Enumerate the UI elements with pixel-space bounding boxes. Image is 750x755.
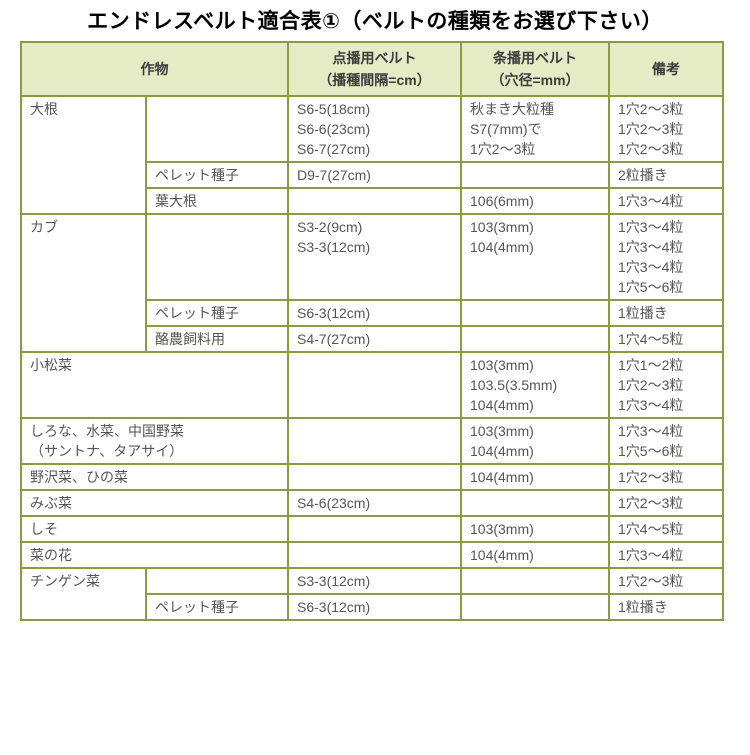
cell-remarks: 1穴4～5粒 [608, 325, 724, 353]
cell-spot-belt: S4-7(27cm) [287, 325, 462, 353]
cell-remarks: 1穴1～2粒 1穴2～3粒 1穴3～4粒 [608, 351, 724, 419]
table-row: 葉大根 106(6mm) 1穴3～4粒 [21, 187, 724, 215]
cell-row-belt: 103(3mm) 104(4mm) [460, 417, 610, 465]
cell-remarks: 1穴2～3粒 [608, 463, 724, 491]
table-row: しろな、水菜、中国野菜 （サントナ、タアサイ） 103(3mm) 104(4mm) … [20, 417, 724, 465]
header-spot-belt: 点播用ベルト （播種間隔=cm） [287, 41, 462, 97]
cell-spot-belt [287, 417, 462, 465]
cell-row-belt [460, 593, 610, 621]
cell-crop: 菜の花 [20, 541, 289, 569]
cell-remarks: 1粒播き [608, 593, 724, 621]
table-row: 野沢菜、ひの菜 104(4mm) 1穴2～3粒 [20, 463, 724, 491]
table-row: ペレット種子 S6-3(12cm) 1粒播き [21, 593, 724, 621]
page-title: エンドレスベルト適合表①（ベルトの種類をお選び下さい） [87, 10, 663, 33]
cell-spot-belt: D9-7(27cm) [287, 161, 462, 189]
cell-crop: しろな、水菜、中国野菜 （サントナ、タアサイ） [20, 417, 289, 465]
cell-spot-belt: S6-3(12cm) [287, 593, 462, 621]
cell-crop: カブ [20, 213, 147, 353]
cell-row-belt [460, 489, 610, 517]
cell-subtype: 酪農飼料用 [145, 325, 289, 353]
cell-remarks: 1穴4～5粒 [608, 515, 724, 543]
cell-subtype: ペレット種子 [145, 593, 289, 621]
cell-remarks: 1穴2～3粒 [608, 567, 724, 595]
header-crop: 作物 [20, 41, 289, 97]
table-row: しそ 103(3mm) 1穴4～5粒 [20, 515, 724, 543]
table-row: チンゲン菜 S3-3(12cm) 1穴2～3粒 [20, 567, 724, 621]
cell-crop: 大根 [20, 95, 147, 215]
cell-remarks: 1穴3～4粒 1穴5～6粒 [608, 417, 724, 465]
cell-spot-belt [287, 515, 462, 543]
cell-crop: 野沢菜、ひの菜 [20, 463, 289, 491]
header-remarks: 備考 [608, 41, 724, 97]
cell-row-belt: 103(3mm) [460, 515, 610, 543]
cell-spot-belt [287, 187, 462, 215]
table-row: 菜の花 104(4mm) 1穴3～4粒 [20, 541, 724, 569]
cell-spot-belt [287, 351, 462, 419]
cell-remarks: 1粒播き [608, 299, 724, 327]
cell-row-belt: 秋まき大粒種 S7(7mm)で 1穴2～3粒 [460, 95, 610, 163]
cell-row-belt [460, 567, 610, 595]
cell-crop: 小松菜 [20, 351, 289, 419]
cell-subtype [145, 213, 289, 301]
cell-spot-belt [287, 541, 462, 569]
cell-subtype [145, 95, 289, 163]
cell-remarks: 1穴2～3粒 1穴2～3粒 1穴2～3粒 [608, 95, 724, 163]
cell-row-belt: 104(4mm) [460, 463, 610, 491]
belt-compatibility-table: 作物 点播用ベルト （播種間隔=cm） 条播用ベルト （穴径=mm） 備考 大根 S… [20, 41, 724, 621]
cell-row-belt [460, 325, 610, 353]
cell-remarks: 1穴3～4粒 [608, 541, 724, 569]
cell-spot-belt [287, 463, 462, 491]
cell-crop: しそ [20, 515, 289, 543]
cell-subtype [145, 567, 289, 595]
cell-spot-belt: S3-2(9cm) S3-3(12cm) [287, 213, 462, 301]
header-row: 作物 点播用ベルト （播種間隔=cm） 条播用ベルト （穴径=mm） 備考 [20, 41, 724, 97]
table-row: みぶ菜 S4-6(23cm) 1穴2～3粒 [20, 489, 724, 517]
cell-row-belt: 103(3mm) 104(4mm) [460, 213, 610, 301]
cell-row-belt [460, 299, 610, 327]
table-row: 酪農飼料用 S4-7(27cm) 1穴4～5粒 [21, 325, 724, 353]
cell-spot-belt: S4-6(23cm) [287, 489, 462, 517]
cell-subtype: ペレット種子 [145, 299, 289, 327]
cell-remarks: 2粒播き [608, 161, 724, 189]
cell-subtype: ペレット種子 [145, 161, 289, 189]
cell-crop: みぶ菜 [20, 489, 289, 517]
cell-row-belt: 106(6mm) [460, 187, 610, 215]
cell-spot-belt: S3-3(12cm) [287, 567, 462, 595]
cell-spot-belt: S6-5(18cm) S6-6(23cm) S6-7(27cm) [287, 95, 462, 163]
header-row-belt: 条播用ベルト （穴径=mm） [460, 41, 610, 97]
cell-remarks: 1穴3～4粒 [608, 187, 724, 215]
cell-subtype: 葉大根 [145, 187, 289, 215]
cell-remarks: 1穴2～3粒 [608, 489, 724, 517]
table-row: ペレット種子 S6-3(12cm) 1粒播き [21, 299, 724, 327]
table-row: ペレット種子 D9-7(27cm) 2粒播き [21, 161, 724, 189]
table-row: 小松菜 103(3mm) 103.5(3.5mm) 104(4mm) 1穴1～2粒 1… [20, 351, 724, 419]
cell-row-belt: 104(4mm) [460, 541, 610, 569]
cell-remarks: 1穴3～4粒 1穴3～4粒 1穴3～4粒 1穴5～6粒 [608, 213, 724, 301]
cell-crop: チンゲン菜 [20, 567, 147, 621]
table-row: カブ S3-2(9cm) S3-3(12cm) 103(3mm) 104(4mm) … [20, 213, 724, 353]
cell-row-belt [460, 161, 610, 189]
cell-row-belt: 103(3mm) 103.5(3.5mm) 104(4mm) [460, 351, 610, 419]
table-row: 大根 S6-5(18cm) S6-6(23cm) S6-7(27cm) 秋まき大粒種… [20, 95, 724, 215]
cell-spot-belt: S6-3(12cm) [287, 299, 462, 327]
